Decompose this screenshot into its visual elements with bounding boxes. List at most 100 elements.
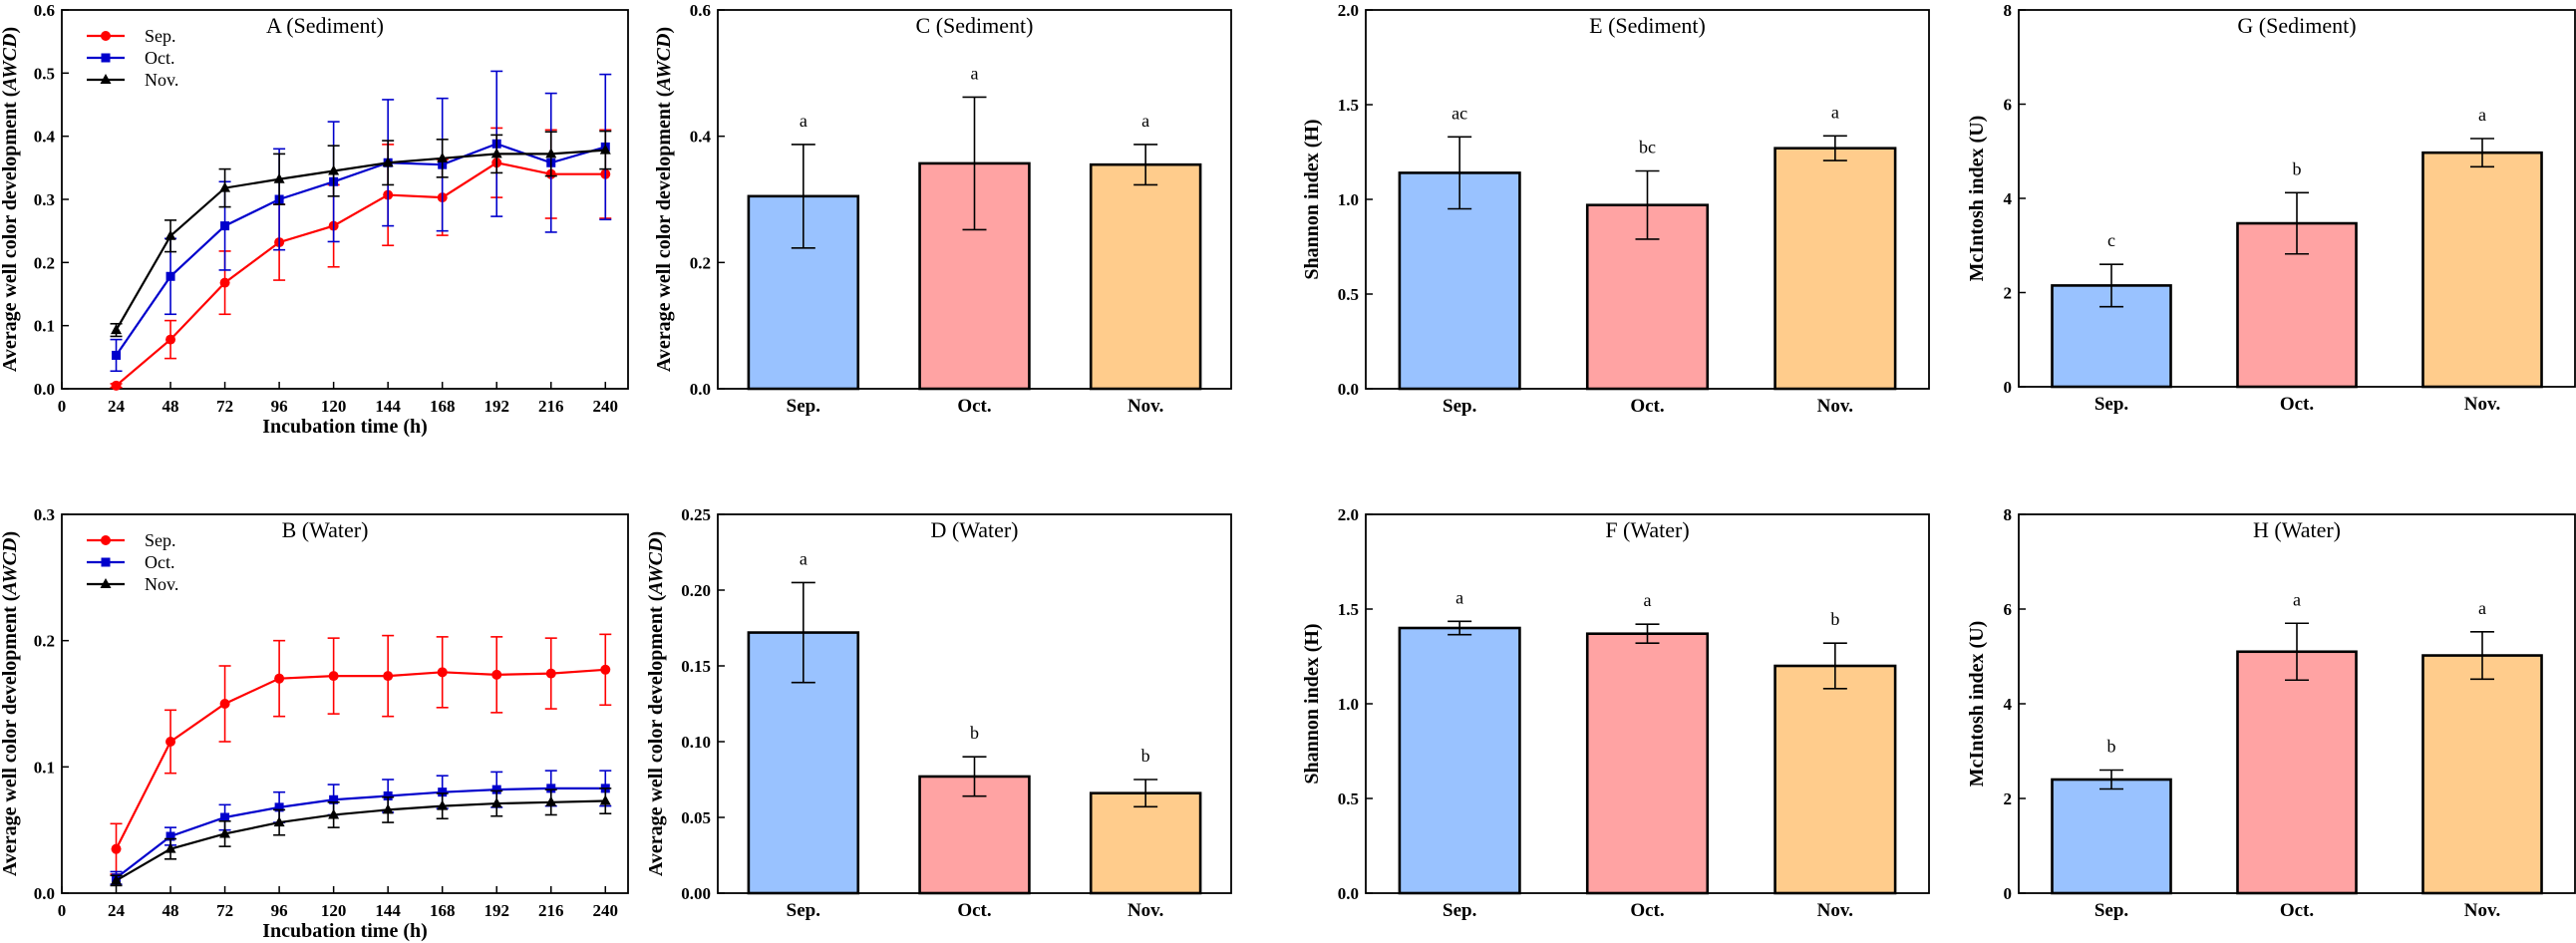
y-tick-label: 0.2	[690, 253, 711, 272]
series-nov	[110, 787, 612, 887]
y-tick-label: 6	[2004, 600, 2013, 619]
x-tick-label: 144	[375, 901, 401, 920]
marker-triangle	[111, 874, 123, 885]
series-nov	[110, 130, 612, 338]
y-tick-label: 0.10	[681, 733, 711, 752]
marker-triangle	[437, 799, 449, 810]
marker-square	[112, 350, 122, 360]
bar-sep	[1398, 626, 1521, 895]
marker-circle	[545, 668, 556, 679]
panel-title: E (Sediment)	[1589, 13, 1706, 38]
y-axis-label-close: )	[645, 531, 667, 538]
legend: Sep.Oct.Nov.	[87, 530, 178, 594]
x-category-label: Sep.	[2094, 900, 2128, 921]
x-tick-label: 24	[108, 397, 126, 416]
x-category-label: Nov.	[1127, 396, 1163, 417]
y-tick-label: 6	[2004, 96, 2013, 115]
y-tick-label: 0.00	[681, 884, 711, 903]
marker-square	[274, 802, 284, 812]
y-tick-label: 1.0	[1338, 695, 1359, 714]
significance-letter: b	[1830, 609, 1839, 629]
y-axis-label-text: Average well color development (	[645, 594, 667, 876]
marker-triangle	[164, 842, 176, 853]
marker-triangle	[328, 808, 340, 819]
significance-letter: c	[2107, 230, 2115, 250]
marker-circle	[101, 31, 111, 41]
x-tick-label: 48	[162, 397, 179, 416]
panel-C: 0.0 0.2 0.4 0.6 a Sep. a Oct. a Nov. C (Sediment) A…	[653, 1, 1232, 417]
significance-letter: a	[2478, 598, 2486, 618]
series-line	[115, 161, 606, 387]
legend-label: Oct.	[145, 48, 175, 68]
significance-letter: b	[970, 723, 979, 743]
marker-circle	[328, 671, 339, 682]
x-tick-label: 24	[108, 901, 126, 920]
marker-circle	[491, 669, 502, 680]
x-tick-label: 216	[538, 397, 564, 416]
marker-circle	[111, 380, 122, 391]
y-tick-label: 1.5	[1338, 96, 1359, 115]
y-tick-label: 0.25	[681, 505, 711, 524]
x-category-label: Oct.	[2280, 900, 2314, 921]
x-tick-label: 72	[216, 397, 233, 416]
panel-title: D (Water)	[930, 517, 1018, 542]
y-tick-label: 0.15	[681, 657, 711, 676]
y-tick-label: 0.0	[34, 380, 55, 399]
x-category-label: Sep.	[787, 396, 820, 417]
y-tick-label: 0.4	[34, 128, 56, 147]
marker-circle	[600, 664, 611, 675]
y-tick-label: 1.5	[1338, 600, 1359, 619]
bar-nov	[1089, 162, 1202, 391]
y-axis-label: Average well color development (AWCD)	[0, 531, 21, 876]
marker-square	[165, 831, 175, 841]
x-category-label: Oct.	[1630, 396, 1664, 417]
y-axis-label-text: Average well color development (	[0, 594, 21, 876]
significance-letter: b	[1141, 746, 1150, 766]
x-tick-label: 240	[593, 397, 619, 416]
x-category-label: Nov.	[1127, 900, 1163, 921]
y-tick-label: 0.2	[34, 253, 55, 272]
x-tick-label: 0	[58, 901, 67, 920]
x-category-label: Nov.	[2464, 394, 2500, 415]
x-category-label: Sep.	[787, 900, 820, 921]
panel-title: H (Water)	[2253, 517, 2341, 542]
legend-label: Nov.	[145, 574, 178, 594]
y-tick-label: 2	[2004, 284, 2013, 303]
marker-triangle	[219, 181, 231, 192]
y-tick-label: 4	[2004, 189, 2013, 208]
y-axis-label: Average well color development (AWCD)	[645, 531, 667, 876]
marker-triangle	[273, 172, 285, 183]
legend: Sep.Oct.Nov.	[87, 26, 178, 90]
x-category-label: Sep.	[1443, 396, 1476, 417]
y-tick-label: 0.0	[1338, 380, 1359, 399]
marker-triangle	[219, 827, 231, 838]
marker-triangle	[382, 157, 394, 167]
x-tick-label: 48	[162, 901, 179, 920]
y-axis-label-text: McIntosh index (U)	[1966, 116, 1988, 282]
significance-letter: a	[1141, 111, 1149, 131]
significance-letter: a	[1831, 102, 1839, 122]
panel-A: 0.0 0.1 0.2 0.3 0.4 0.5 0.6 0 24 48 72 96 120 144 168 1…	[0, 1, 629, 438]
y-axis-label: Average well color development (AWCD)	[0, 27, 21, 372]
series-line	[115, 143, 606, 357]
panel-title: G (Sediment)	[2237, 13, 2356, 38]
series-oct	[110, 70, 612, 373]
panel-E: 0.0 0.5 1.0 1.5 2.0 ac Sep. bc Oct. a Nov. E (Sedim…	[1301, 1, 1930, 417]
significance-letter: a	[800, 548, 807, 568]
bar-nov	[2421, 654, 2543, 895]
bar-nov	[1773, 147, 1897, 391]
y-tick-label: 8	[2004, 505, 2013, 524]
x-category-label: Sep.	[2094, 394, 2128, 415]
significance-letter: a	[800, 111, 807, 131]
series-line	[115, 668, 606, 850]
y-axis-label-italic: AWCD	[0, 34, 21, 93]
bar-oct	[1585, 632, 1710, 895]
y-axis-label-text: Average well color development (	[653, 90, 675, 372]
series-sep	[110, 633, 612, 875]
marker-triangle	[599, 144, 611, 155]
y-tick-label: 4	[2004, 695, 2013, 714]
marker-square	[220, 812, 230, 822]
y-axis-label-close: )	[0, 27, 21, 34]
y-tick-label: 0.1	[34, 317, 55, 336]
marker-circle	[101, 535, 111, 545]
